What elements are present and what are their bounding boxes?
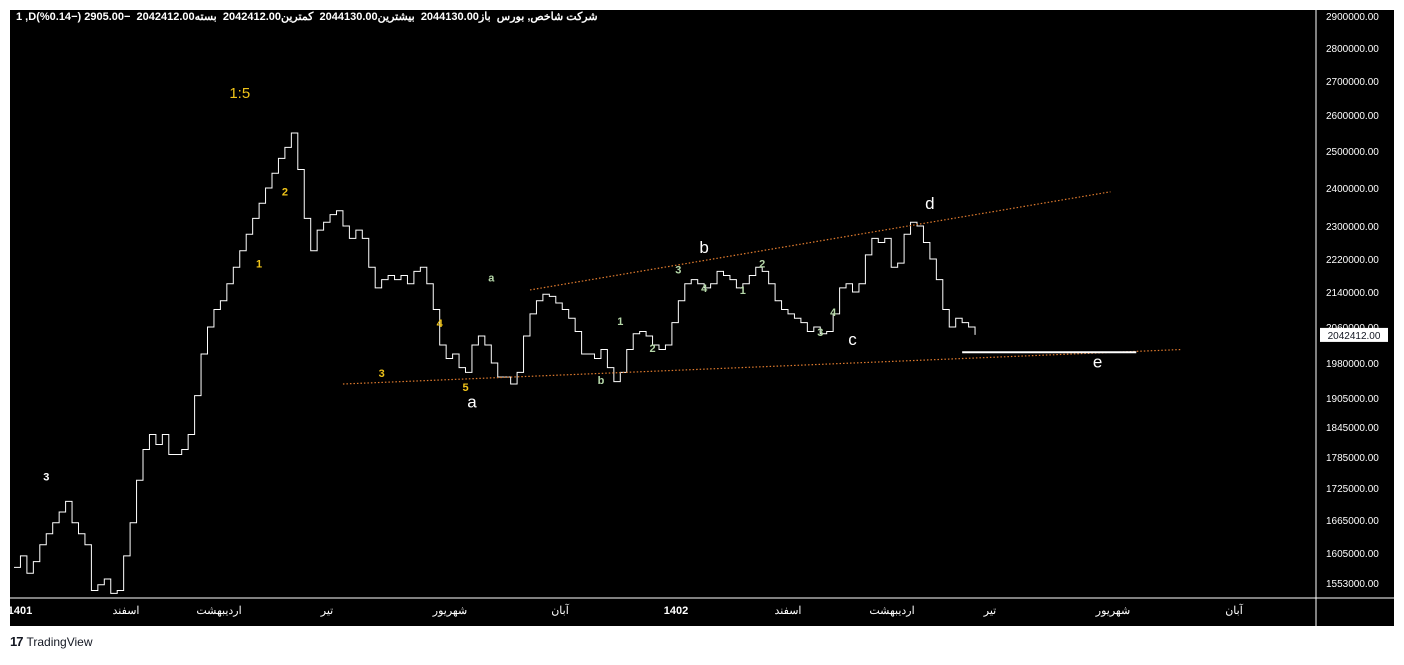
tradingview-logo-icon: 17 xyxy=(10,634,24,649)
x-tick-label: تیر xyxy=(320,605,333,617)
x-tick-label: شهریور xyxy=(432,605,467,617)
y-tick-label: 1905000.00 xyxy=(1326,394,1379,405)
y-tick-label: 2220000.00 xyxy=(1326,255,1379,266)
wave-label: 3 xyxy=(43,471,49,483)
price-line xyxy=(14,132,976,594)
wave-label: c xyxy=(848,330,857,349)
y-tick-label: 1665000.00 xyxy=(1326,516,1379,527)
wave-label: e xyxy=(1093,353,1102,372)
y-tick-label: 2600000.00 xyxy=(1326,111,1379,122)
wave-label: 4 xyxy=(701,283,708,295)
wave-label: 1 xyxy=(740,285,746,297)
y-tick-label: 1785000.00 xyxy=(1326,453,1379,464)
x-tick-label: اردیبهشت xyxy=(869,605,914,617)
x-tick-label: تیر xyxy=(983,605,996,617)
wave-label: 3 xyxy=(817,327,823,339)
y-tick-label: 1725000.00 xyxy=(1326,484,1379,495)
wave-label: 2 xyxy=(282,187,288,199)
x-tick-label: 1402 xyxy=(664,605,688,617)
wave-label: 4 xyxy=(830,307,837,319)
y-tick-label: 2900000.00 xyxy=(1326,12,1379,23)
wave-label: b xyxy=(598,375,605,387)
wave-label: 1:5 xyxy=(229,85,250,102)
tradingview-brand: TradingView xyxy=(26,634,93,649)
wave-label: 4 xyxy=(437,318,444,330)
wave-label: 5 xyxy=(462,382,468,394)
chart-background xyxy=(10,10,1394,626)
y-tick-label: 2300000.00 xyxy=(1326,222,1379,233)
wave-label: 2 xyxy=(649,343,655,355)
x-tick-label: 1401 xyxy=(8,605,32,617)
x-tick-label: اسفند xyxy=(775,605,802,617)
x-tick-label: شهریور xyxy=(1095,605,1130,617)
wave-label: d xyxy=(925,194,934,213)
wave-label: 1 xyxy=(617,316,623,328)
wave-label: a xyxy=(488,273,495,285)
y-tick-label: 2800000.00 xyxy=(1326,44,1379,55)
y-tick-label: 2140000.00 xyxy=(1326,288,1379,299)
y-tick-label: 2700000.00 xyxy=(1326,77,1379,88)
tradingview-footer[interactable]: 17 TradingView xyxy=(10,634,93,649)
wave-label: a xyxy=(467,393,477,412)
price-badge: 2042412.00 xyxy=(1328,331,1381,342)
y-tick-label: 1845000.00 xyxy=(1326,423,1379,434)
x-tick-label: آبان xyxy=(1225,604,1243,617)
wave-label: 2 xyxy=(759,258,765,270)
x-tick-label: اسفند xyxy=(113,605,140,617)
y-tick-label: 2500000.00 xyxy=(1326,147,1379,158)
y-tick-label: 1553000.00 xyxy=(1326,579,1379,590)
wave-label: 1 xyxy=(256,258,262,270)
x-tick-label: اردیبهشت xyxy=(196,605,241,617)
y-tick-label: 1980000.00 xyxy=(1326,359,1379,370)
wave-label: 3 xyxy=(379,368,385,380)
y-tick-label: 2400000.00 xyxy=(1326,184,1379,195)
y-tick-label: 1605000.00 xyxy=(1326,549,1379,560)
wave-label: b xyxy=(699,238,708,257)
wave-label: 3 xyxy=(675,264,681,276)
x-tick-label: آبان xyxy=(551,604,569,617)
symbol-header: 1 ,Dشرکت شاخص, بورس باز2044130.00 بیشتری… xyxy=(16,11,598,23)
price-badge-bg xyxy=(1320,327,1388,342)
trendline[interactable] xyxy=(529,191,1111,291)
